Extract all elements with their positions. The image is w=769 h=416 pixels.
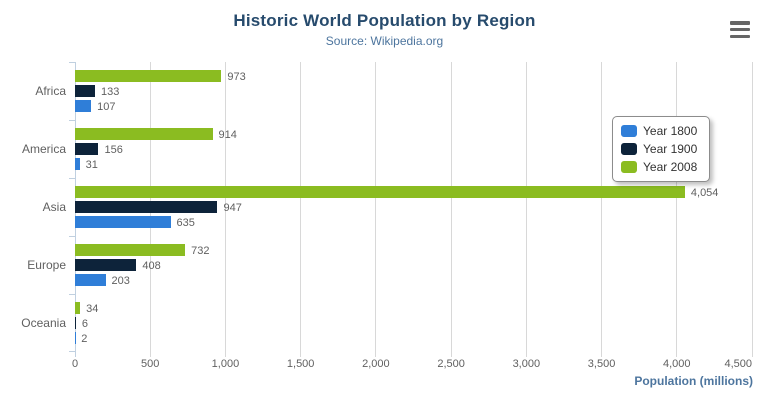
bar-year-1900-asia[interactable] (75, 201, 218, 213)
bar-year-1900-america[interactable] (75, 143, 99, 155)
category-label: Asia (42, 200, 66, 214)
bar-year-1800-europe[interactable] (75, 274, 106, 286)
data-label: 635 (176, 216, 195, 229)
gridline (300, 62, 302, 352)
data-label: 133 (101, 85, 120, 98)
x-tick-label: 1,000 (211, 358, 240, 370)
hamburger-menu-icon[interactable] (730, 21, 750, 38)
category-axis-tick (69, 62, 75, 63)
category-axis-tick (69, 351, 75, 352)
gridline (525, 62, 527, 352)
axis-tick (224, 352, 226, 357)
chart-subtitle: Source: Wikipedia.org (325, 34, 444, 48)
x-tick-label: 2,000 (362, 358, 390, 370)
axis-tick (601, 352, 603, 357)
category-label: Africa (35, 84, 66, 98)
plot-area: 973 133 107 914 156 31 4,054 947 635 732 408 203 34 6… (69, 62, 753, 357)
bar-year-2008-america[interactable] (75, 128, 213, 140)
category-axis-tick (69, 294, 75, 295)
bar-year-1800-africa[interactable] (75, 100, 92, 112)
gridline (751, 62, 753, 352)
gridline (676, 62, 678, 352)
gridline (375, 62, 377, 352)
data-label: 34 (86, 302, 99, 315)
legend-symbol (621, 125, 637, 137)
hamburger-bar (730, 34, 750, 38)
x-tick-label: 1,500 (286, 358, 315, 370)
bar-year-1800-america[interactable] (75, 158, 80, 170)
data-label: 156 (104, 143, 123, 156)
gridline (450, 62, 452, 352)
axis-tick (676, 352, 678, 357)
bar-year-2008-oceania[interactable] (75, 302, 81, 314)
axis-tick (300, 352, 302, 357)
bar-year-1900-africa[interactable] (75, 85, 95, 97)
legend-item-year-1900[interactable]: Year 1900 (621, 140, 697, 158)
data-label: 6 (81, 317, 89, 330)
data-label: 203 (111, 274, 130, 287)
legend-label: Year 1800 (643, 124, 698, 138)
axis-tick (149, 352, 151, 357)
data-label: 4,054 (690, 186, 719, 199)
legend-label: Year 1900 (643, 142, 698, 156)
x-tick-label: 3,500 (587, 358, 616, 370)
legend-symbol (621, 161, 637, 173)
x-tick-label: 2,500 (437, 358, 465, 370)
legend-symbol (621, 143, 637, 155)
data-label: 2 (81, 332, 88, 345)
data-label: 973 (227, 70, 246, 83)
x-tick-label: 4,000 (663, 358, 691, 370)
hamburger-bar (730, 27, 750, 32)
category-axis-tick (69, 120, 75, 121)
axis-tick (525, 352, 527, 357)
x-tick-label: 0 (71, 358, 79, 370)
x-axis-title: Population (millions) (634, 374, 753, 388)
gridline (601, 62, 603, 352)
gridline (224, 62, 226, 352)
x-tick-label: 4,500 (724, 358, 752, 370)
x-tick-label: 500 (141, 358, 160, 370)
legend: Year 1800 Year 1900 Year 2008 (612, 116, 711, 182)
bar-year-1900-oceania[interactable] (75, 317, 76, 329)
chart-title: Historic World Population by Region (233, 11, 536, 30)
data-label: 31 (85, 158, 98, 171)
x-axis-labels: 0 500 1,000 1,500 2,000 2,500 3,000 3,500 4,000 4… (71, 358, 752, 372)
hamburger-bar (730, 21, 750, 25)
data-label: 107 (97, 100, 116, 113)
bar-year-1800-asia[interactable] (75, 216, 171, 228)
bar-year-2008-asia[interactable] (75, 186, 685, 198)
data-label: 732 (191, 244, 210, 257)
category-axis-tick (69, 178, 75, 179)
axis-tick (751, 352, 753, 357)
legend-label: Year 2008 (643, 160, 698, 174)
bar-year-2008-africa[interactable] (75, 70, 222, 82)
bar-year-1900-europe[interactable] (75, 259, 137, 271)
data-label: 914 (218, 128, 237, 141)
axis-tick (74, 352, 76, 357)
data-label: 947 (223, 201, 242, 214)
category-label: Oceania (21, 316, 66, 330)
legend-item-year-2008[interactable]: Year 2008 (621, 158, 697, 176)
category-label: America (21, 142, 66, 156)
x-tick-label: 3,000 (512, 358, 541, 370)
legend-item-year-1800[interactable]: Year 1800 (621, 122, 697, 140)
category-label: Europe (27, 258, 66, 272)
axis-tick (375, 352, 377, 357)
axis-tick (450, 352, 452, 357)
bar-year-2008-europe[interactable] (75, 244, 186, 256)
data-label: 408 (142, 259, 161, 272)
category-axis-tick (69, 236, 75, 237)
